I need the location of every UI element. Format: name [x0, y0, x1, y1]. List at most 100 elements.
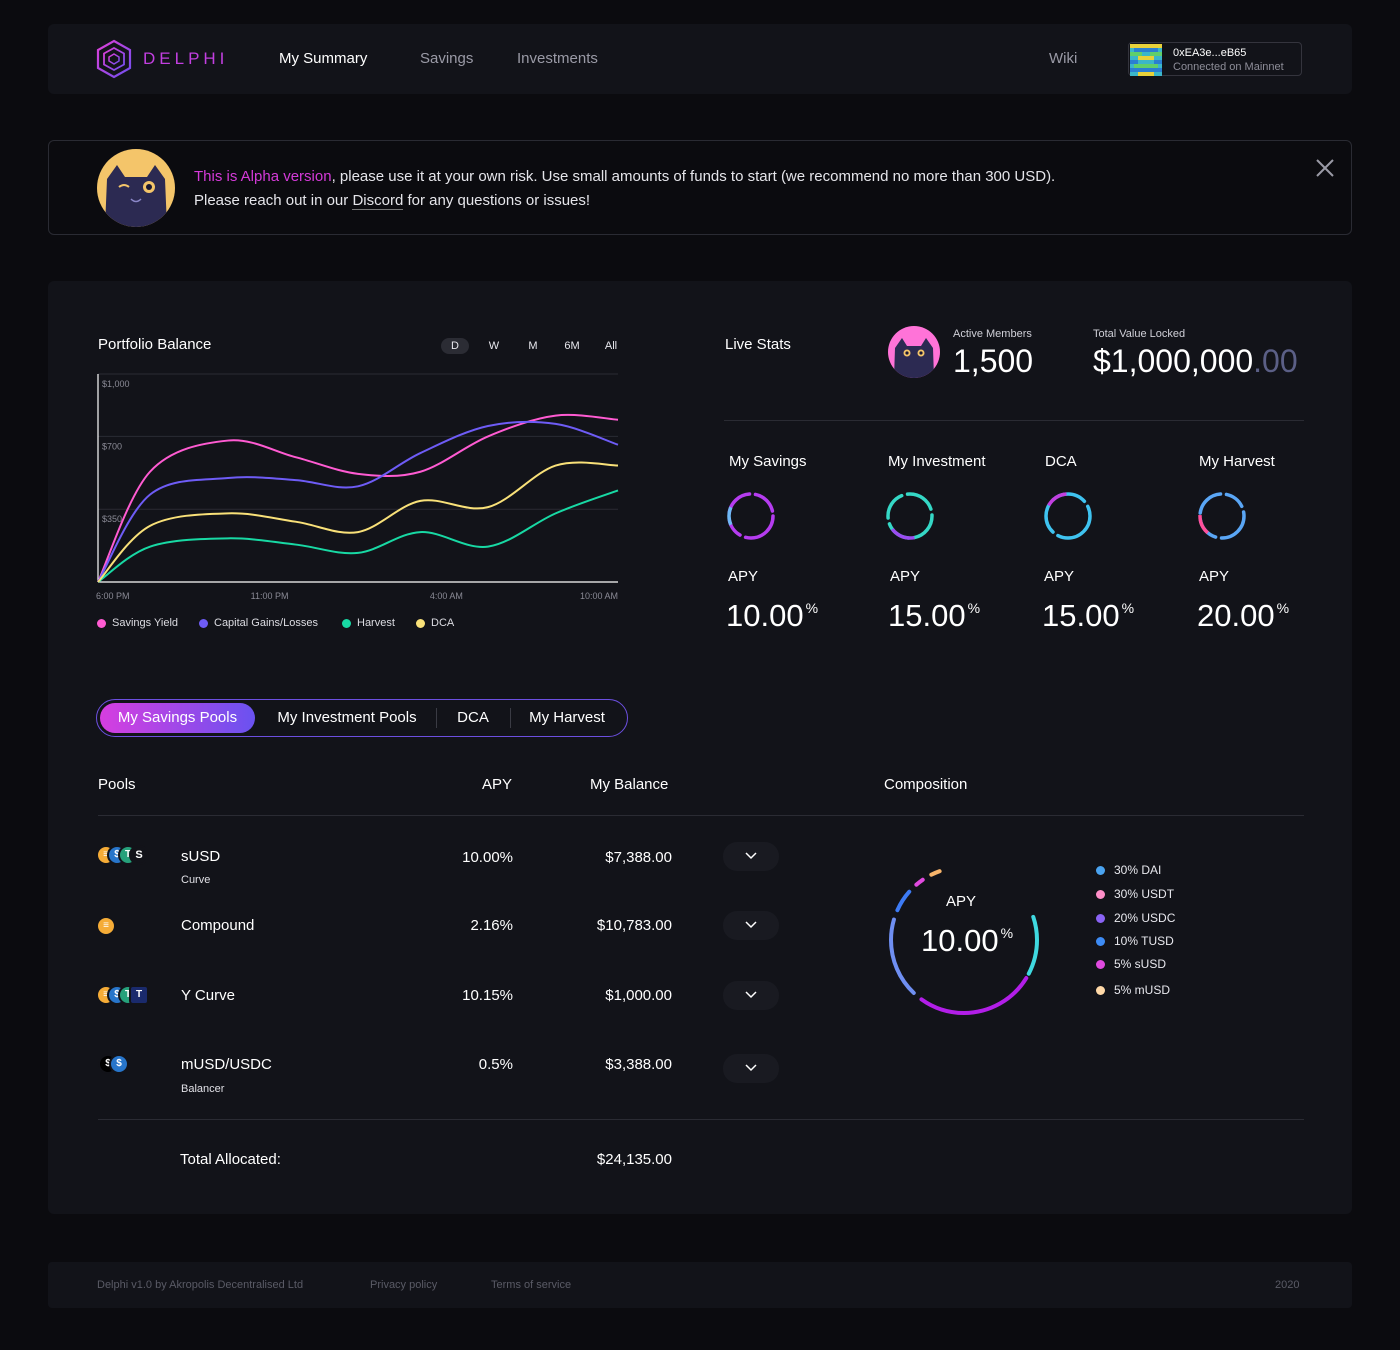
live-stats-title: Live Stats	[725, 336, 791, 353]
pool-sub-susd: Curve	[181, 874, 211, 886]
pool-balance-musd: $3,388.00	[605, 1056, 672, 1073]
active-members-label: Active Members	[953, 328, 1032, 340]
chevron-down-icon	[745, 852, 757, 860]
legend-capital-gains[interactable]: Capital Gains/Losses	[199, 617, 318, 629]
savings-ring-icon	[727, 492, 775, 540]
table-footer-divider	[98, 1119, 1304, 1120]
pool-tabs: My Savings Pools My Investment Pools DCA…	[96, 699, 628, 737]
card-investment-apy-label: APY	[890, 568, 921, 585]
donut-seg-usdc	[889, 865, 1039, 1015]
nav-my-summary[interactable]: My Summary	[279, 50, 368, 67]
range-all[interactable]: All	[604, 340, 618, 352]
range-6m[interactable]: 6M	[564, 340, 580, 352]
col-header-apy: APY	[482, 776, 513, 793]
expand-button-musd[interactable]	[723, 1054, 779, 1083]
tab-separator	[436, 708, 437, 728]
range-d[interactable]: D	[441, 338, 469, 354]
harvest-apy-number: 20.00	[1197, 598, 1275, 633]
pool-name-susd: sUSD	[181, 848, 221, 865]
expand-button-susd[interactable]	[723, 842, 779, 871]
legend-label-harvest: Harvest	[357, 617, 395, 629]
chart-series-savings-yield	[97, 413, 619, 583]
card-dca-apy-label: APY	[1044, 568, 1075, 585]
composition-item-usdt: 30% USDT	[1096, 887, 1174, 901]
card-harvest-apy-value: 20.00%	[1197, 598, 1289, 634]
legend-label-capital: Capital Gains/Losses	[214, 617, 318, 629]
dai-coin-icon: ≡	[96, 916, 116, 936]
musd-coin-icons: $ $	[98, 1054, 138, 1076]
card-dca-title: DCA	[1045, 453, 1077, 470]
composition-donut	[889, 865, 1039, 1015]
active-members-value: 1,500	[953, 343, 1034, 379]
brand-name[interactable]: DELPHI	[143, 49, 229, 68]
col-header-balance: My Balance	[590, 776, 669, 793]
nav-savings[interactable]: Savings	[420, 50, 474, 67]
comp-label: 10% TUSD	[1114, 934, 1174, 948]
legend-dca[interactable]: DCA	[416, 617, 454, 629]
comp-dot	[1096, 889, 1105, 899]
col-header-pools: Pools	[98, 776, 136, 793]
alert-line-1-text: , please use it at your own risk. Use sm…	[331, 168, 1056, 185]
delphi-logo-icon[interactable]	[96, 39, 132, 79]
wallet-button[interactable]: 0xEA3e...eB65 Connected on Mainnet	[1128, 42, 1302, 76]
chevron-down-icon	[745, 921, 757, 929]
footer-terms-link[interactable]: Terms of service	[491, 1279, 572, 1291]
expand-button-compound[interactable]	[723, 911, 779, 940]
close-icon[interactable]	[1315, 158, 1335, 178]
pool-sub-musd: Balancer	[181, 1083, 225, 1095]
legend-dot-dca	[416, 618, 425, 628]
range-w[interactable]: W	[488, 340, 500, 352]
dashboard-panel: Portfolio Balance D W M 6M All $1,000 $70…	[48, 281, 1352, 1214]
savings-apy-number: 10.00	[726, 598, 804, 633]
expand-button-ycurve[interactable]	[723, 981, 779, 1010]
legend-dot-capital	[199, 618, 208, 628]
wallet-status: Connected on Mainnet	[1173, 61, 1284, 73]
compound-coin-icons: ≡	[96, 916, 120, 938]
pool-balance-compound: $10,783.00	[596, 917, 672, 934]
footer-year: 2020	[1275, 1279, 1300, 1291]
dca-apy-pct: %	[1121, 600, 1135, 616]
tab-dca[interactable]: DCA	[457, 709, 489, 726]
legend-savings-yield[interactable]: Savings Yield	[97, 617, 178, 629]
ycurve-coin-icons: ≡ $ T T	[96, 985, 156, 1007]
chart-x-tick: 6:00 PM	[96, 591, 130, 601]
dca-apy-number: 15.00	[1042, 598, 1120, 633]
comp-label: 5% sUSD	[1114, 957, 1167, 971]
composition-item-tusd: 10% TUSD	[1096, 934, 1174, 948]
pool-name-musd: mUSD/USDC	[181, 1056, 272, 1073]
comp-label: 30% USDT	[1114, 887, 1175, 901]
chevron-down-icon	[745, 1064, 757, 1072]
tvl-main: $1,000,000	[1093, 343, 1254, 379]
comp-label: 30% DAI	[1114, 863, 1162, 877]
tab-separator	[510, 708, 511, 728]
tvl-decimals: .00	[1253, 343, 1298, 379]
card-savings-apy-value: 10.00%	[726, 598, 818, 634]
dca-ring-icon	[1044, 492, 1092, 540]
discord-link[interactable]: Discord	[352, 192, 404, 210]
comp-dot	[1096, 865, 1105, 875]
composition-item-susd: 5% sUSD	[1096, 957, 1166, 971]
range-m[interactable]: M	[528, 340, 538, 352]
tab-my-harvest[interactable]: My Harvest	[529, 709, 605, 726]
chevron-down-icon	[745, 991, 757, 999]
card-savings-apy-label: APY	[728, 568, 759, 585]
pool-apy-ycurve: 10.15%	[462, 987, 513, 1004]
footer-privacy-link[interactable]: Privacy policy	[370, 1279, 438, 1291]
composition-apy-value: 10.00%	[921, 923, 1013, 959]
tusd-coin-icon: T	[129, 985, 149, 1005]
comp-label: 20% USDC	[1114, 911, 1176, 925]
chart-series-harvest	[97, 489, 619, 583]
nav-investments[interactable]: Investments	[517, 50, 598, 67]
wallet-avatar-icon	[1130, 44, 1162, 76]
legend-harvest[interactable]: Harvest	[342, 617, 395, 629]
harvest-apy-pct: %	[1276, 600, 1290, 616]
tab-my-investment-pools[interactable]: My Investment Pools	[277, 709, 417, 726]
pool-apy-compound: 2.16%	[470, 917, 513, 934]
donut-seg-dai	[889, 865, 1039, 1015]
pool-apy-musd: 0.5%	[478, 1056, 513, 1073]
tab-my-savings-pools[interactable]: My Savings Pools	[100, 703, 255, 733]
footer: Delphi v1.0 by Akropolis Decentralised L…	[48, 1262, 1352, 1308]
nav-wiki[interactable]: Wiki	[1049, 50, 1078, 67]
portfolio-title: Portfolio Balance	[98, 336, 212, 353]
col-header-composition: Composition	[884, 776, 968, 793]
